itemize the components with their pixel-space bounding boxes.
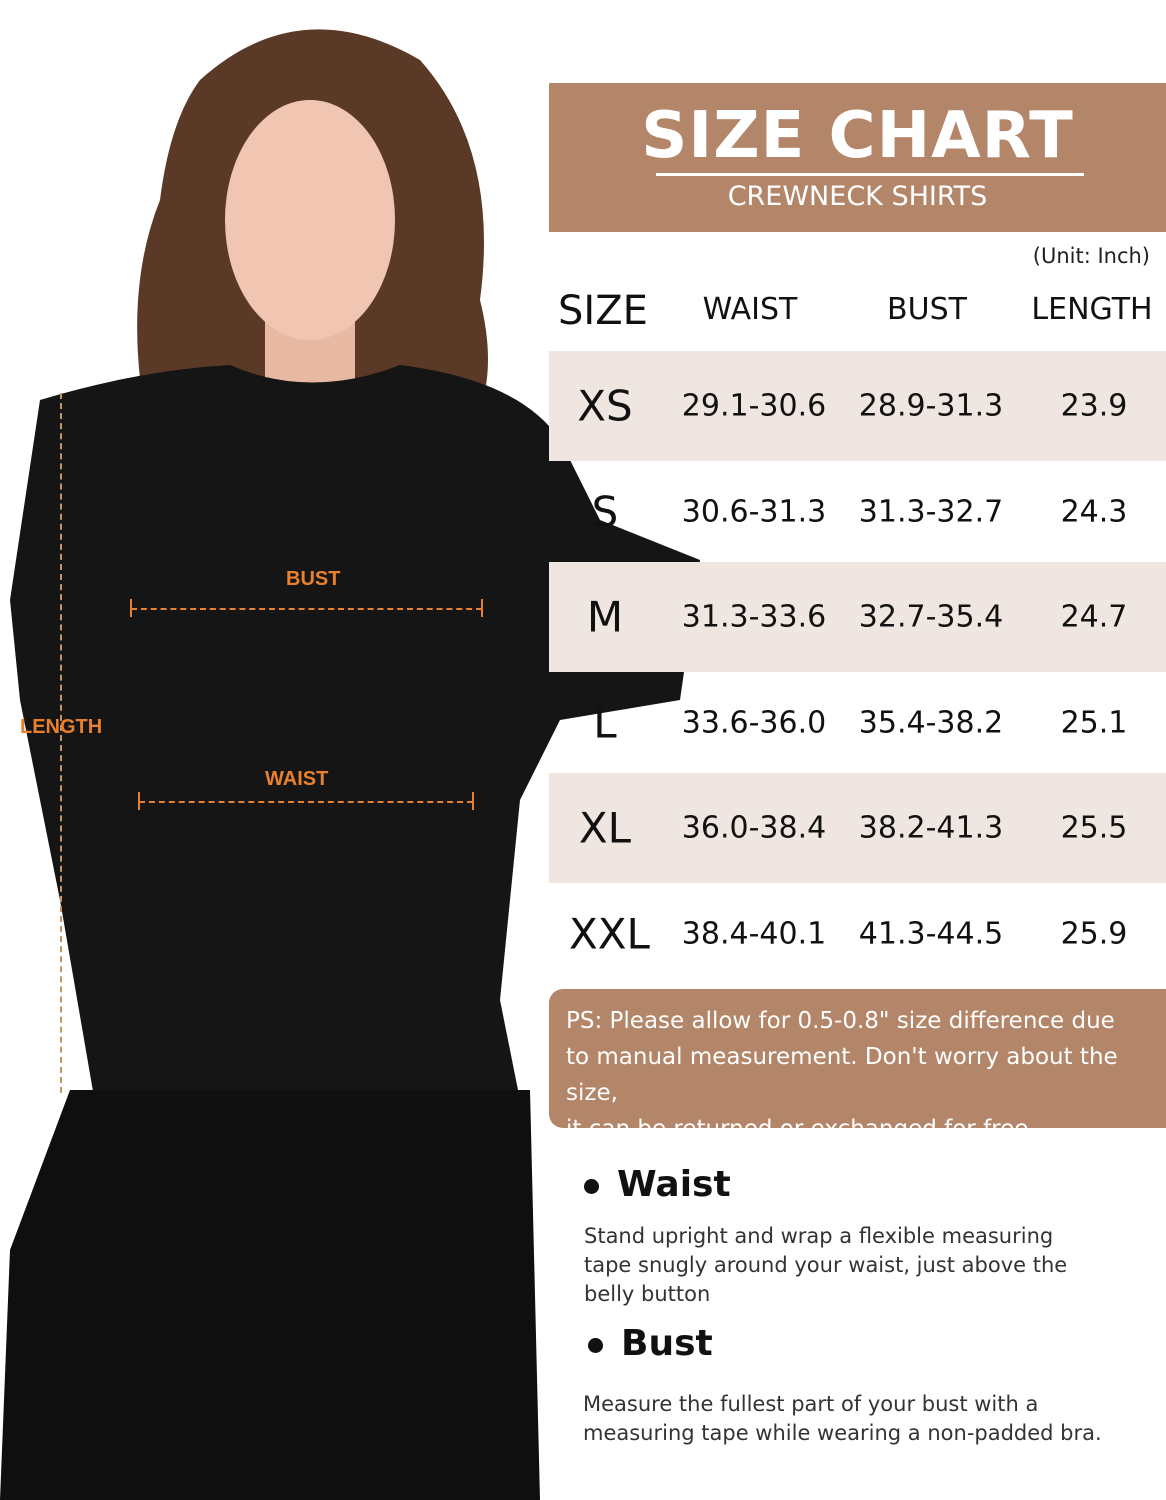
bust-guide-heading: Bust <box>588 1323 713 1364</box>
length-cell: 25.9 <box>1060 916 1128 952</box>
bullet-icon <box>588 1337 603 1353</box>
note-line: to manual measurement. Don't worry about… <box>566 1044 1118 1106</box>
length-cell: 24.7 <box>1060 599 1128 635</box>
bust-guide-text: Measure the fullest part of your bust wi… <box>583 1392 1102 1445</box>
bust-tick-left <box>130 599 132 617</box>
waist-cell: 30.6-31.3 <box>681 494 827 529</box>
title-underline <box>656 173 1084 176</box>
waist-cell: 36.0-38.4 <box>681 810 827 846</box>
face <box>225 100 395 340</box>
bust-cell: 35.4-38.2 <box>858 705 1004 740</box>
length-cell: 24.3 <box>1060 494 1128 529</box>
waist-cell: 31.3-33.6 <box>681 599 827 635</box>
size-chart-header: SIZE CHART CREWNECK SHIRTS <box>549 83 1166 232</box>
waist-tick-right <box>472 792 474 810</box>
column-header-waist: WAIST <box>702 292 798 327</box>
table-row: L 33.6-36.0 35.4-38.2 25.1 <box>549 672 1166 773</box>
note-line: PS: Please allow for 0.5-0.8" size diffe… <box>566 1008 1115 1034</box>
waist-cell: 29.1-30.6 <box>681 388 827 424</box>
bust-cell: 38.2-41.3 <box>858 810 1004 846</box>
length-label: LENGTH <box>20 716 103 738</box>
table-row: S 30.6-31.3 31.3-32.7 24.3 <box>549 461 1166 562</box>
waist-cell: 38.4-40.1 <box>681 916 827 952</box>
bust-cell: 41.3-44.5 <box>858 916 1004 952</box>
size-cell: M <box>586 592 624 642</box>
size-cell: S <box>591 487 619 536</box>
length-cell: 25.5 <box>1060 810 1128 846</box>
waist-guide-text: Stand upright and wrap a flexible measur… <box>584 1224 1068 1306</box>
bust-cell: 32.7-35.4 <box>858 599 1004 635</box>
size-cell: XXL <box>569 909 650 959</box>
bullet-icon <box>584 1178 599 1194</box>
page-subtitle: CREWNECK SHIRTS <box>727 181 988 212</box>
unit-label: (Unit: Inch) <box>1032 244 1150 268</box>
pants <box>0 1090 540 1500</box>
note-line: it can be returned or exchanged for free <box>566 1116 1029 1142</box>
column-header-length: LENGTH <box>1031 292 1153 327</box>
column-header-bust: BUST <box>887 292 967 327</box>
model-photo <box>0 29 700 1500</box>
table-row: XL 36.0-38.4 38.2-41.3 25.5 <box>549 773 1166 883</box>
length-measure-line <box>60 393 62 1093</box>
size-cell: XL <box>578 803 632 853</box>
waist-tick-left <box>138 792 140 810</box>
bust-measure-line <box>131 608 482 610</box>
bust-cell: 28.9-31.3 <box>858 388 1004 424</box>
column-header-size: SIZE <box>558 288 648 334</box>
size-cell: L <box>593 698 617 747</box>
sizing-note: PS: Please allow for 0.5-0.8" size diffe… <box>549 989 1166 1142</box>
waist-label: WAIST <box>265 768 329 790</box>
size-cell: XS <box>577 381 633 431</box>
page-title: SIZE CHART <box>641 99 1074 173</box>
bust-label: BUST <box>286 568 341 590</box>
waist-cell: 33.6-36.0 <box>681 705 827 740</box>
bust-cell: 31.3-32.7 <box>858 494 1004 529</box>
table-row: XS 29.1-30.6 28.9-31.3 23.9 <box>549 351 1166 461</box>
length-cell: 25.1 <box>1060 705 1128 740</box>
table-row: M 31.3-33.6 32.7-35.4 24.7 <box>549 562 1166 672</box>
shirt <box>10 365 700 1190</box>
bust-tick-right <box>481 599 483 617</box>
table-row: XXL 38.4-40.1 41.3-44.5 25.9 <box>549 883 1166 985</box>
waist-guide-heading: Waist <box>584 1164 731 1205</box>
waist-measure-line <box>139 801 473 803</box>
length-cell: 23.9 <box>1060 388 1128 424</box>
